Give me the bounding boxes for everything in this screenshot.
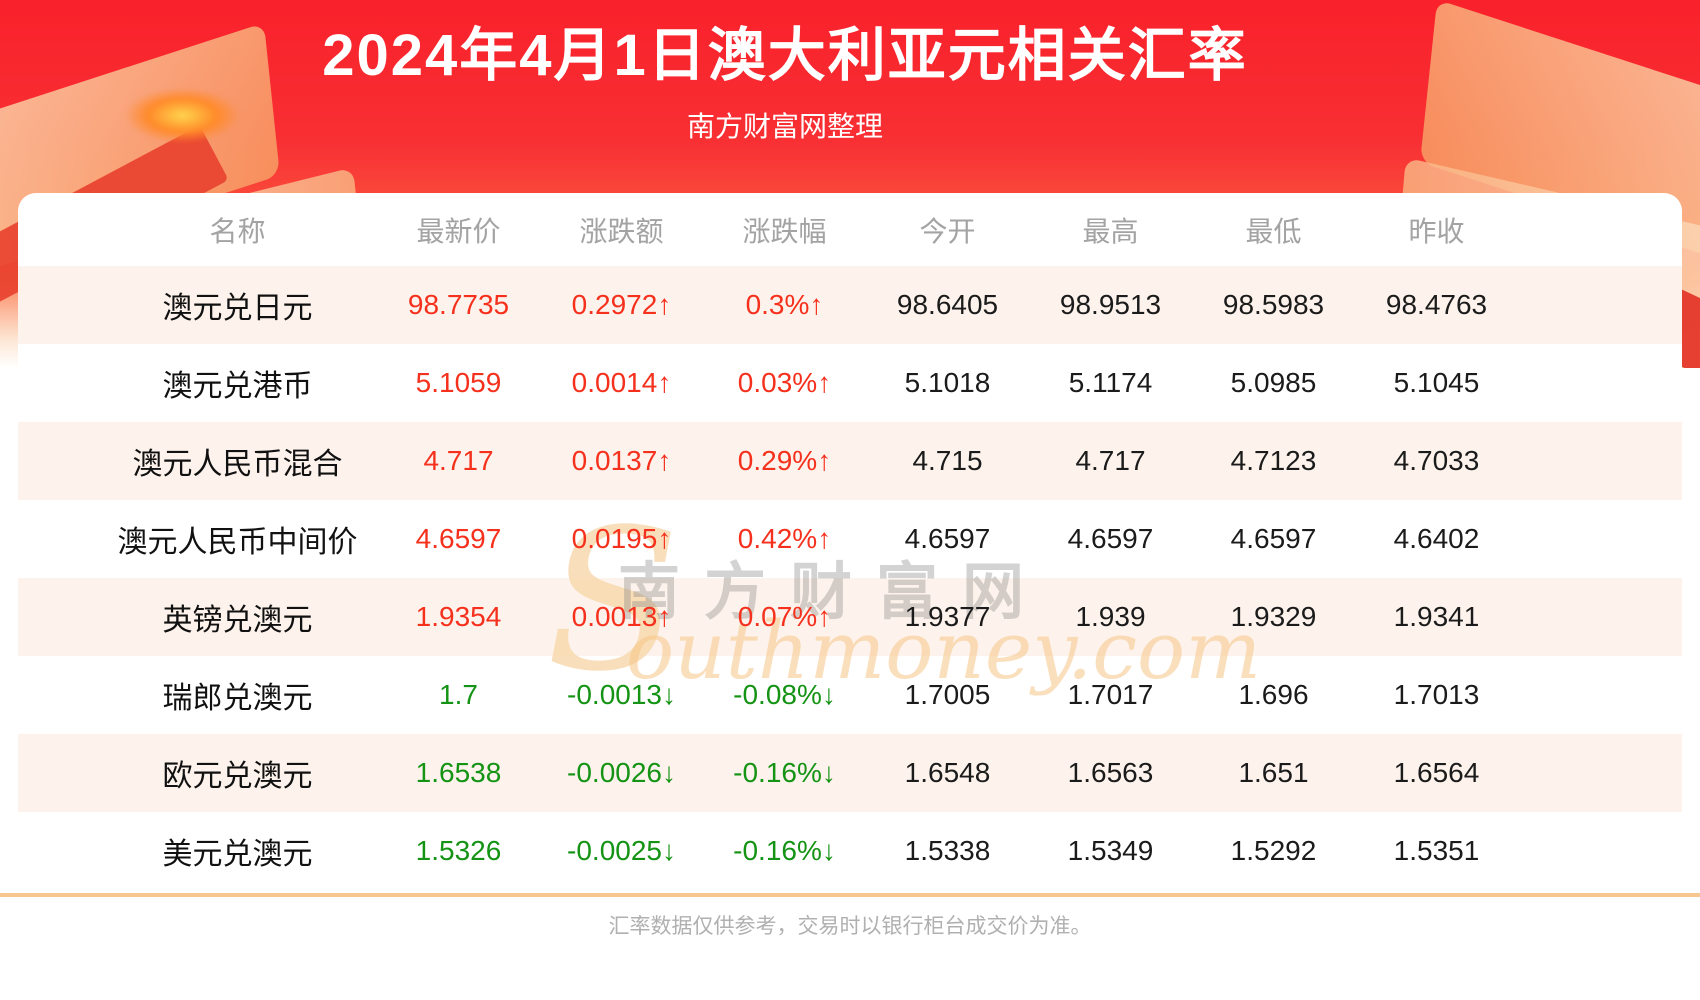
change-pct-cell: 0.3%↑ [745,289,824,320]
pair-name-cell: 澳元人民币混合 [132,448,343,481]
change-cell: 0.0137↑ [571,445,672,476]
high-cell: 1.6563 [1067,757,1154,788]
open-cell: 98.6405 [896,289,999,320]
high-cell: 1.939 [1075,601,1146,632]
prev-close-cell: 4.7033 [1393,445,1480,476]
table-row: 瑞郎兑澳元 1.7 -0.0013↓ -0.08%↓ 1.7005 1.7017… [18,656,1682,734]
low-cell: 1.5292 [1230,835,1317,866]
low-cell: 1.9329 [1230,601,1317,632]
change-cell: -0.0013↓ [567,679,676,710]
section-divider-line [0,893,1700,897]
change-cell: 0.0013↑ [571,601,672,632]
column-header-high: 最高 [1082,215,1139,247]
table-row: 澳元兑日元 98.7735 0.2972↑ 0.3%↑ 98.6405 98.9… [18,266,1682,344]
prev-close-cell: 5.1045 [1393,367,1480,398]
pair-name-cell: 美元兑澳元 [162,838,313,871]
open-cell: 4.715 [912,445,983,476]
column-header-change-percent: 涨跌幅 [742,215,827,247]
table-row: 澳元人民币混合 4.717 0.0137↑ 0.29%↑ 4.715 4.717… [18,422,1682,500]
page-subtitle: 南方财富网整理 [686,110,883,142]
change-pct-cell: 0.42%↑ [737,523,832,554]
latest-price-cell: 98.7735 [407,289,510,320]
open-cell: 1.7005 [904,679,991,710]
open-cell: 1.6548 [904,757,991,788]
change-cell: -0.0025↓ [567,835,676,866]
column-header-change: 涨跌额 [579,215,664,247]
low-cell: 4.6597 [1230,523,1317,554]
high-cell: 4.6597 [1067,523,1154,554]
open-cell: 5.1018 [904,367,991,398]
table-body: 澳元兑日元 98.7735 0.2972↑ 0.3%↑ 98.6405 98.9… [18,266,1682,890]
open-cell: 1.9377 [904,601,991,632]
pair-name-cell: 欧元兑澳元 [162,760,313,793]
change-cell: 0.0195↑ [571,523,672,554]
latest-price-cell: 1.9354 [415,601,502,632]
prev-close-cell: 1.5351 [1393,835,1480,866]
table-row: 英镑兑澳元 1.9354 0.0013↑ 0.07%↑ 1.9377 1.939… [18,578,1682,656]
page-title: 2024年4月1日澳大利亚元相关汇率 [322,23,1248,88]
change-pct-cell: -0.16%↓ [733,757,836,788]
change-cell: -0.0026↓ [567,757,676,788]
low-cell: 1.651 [1238,757,1309,788]
column-header-latest: 最新价 [416,215,501,247]
high-cell: 1.7017 [1067,679,1154,710]
latest-price-cell: 1.5326 [415,835,502,866]
latest-price-cell: 4.717 [423,445,494,476]
prev-close-cell: 1.7013 [1393,679,1480,710]
table-row: 澳元兑港币 5.1059 0.0014↑ 0.03%↑ 5.1018 5.117… [18,344,1682,422]
low-cell: 5.0985 [1230,367,1317,398]
disclaimer-text: 汇率数据仅供参考，交易时以银行柜台成交价为准。 [608,915,1092,938]
low-cell: 1.696 [1238,679,1309,710]
pair-name-cell: 英镑兑澳元 [162,604,313,637]
change-pct-cell: -0.16%↓ [733,835,836,866]
latest-price-cell: 5.1059 [415,367,502,398]
prev-close-cell: 1.9341 [1393,601,1480,632]
latest-price-cell: 4.6597 [415,523,502,554]
change-cell: 0.2972↑ [571,289,672,320]
change-pct-cell: -0.08%↓ [733,679,836,710]
open-cell: 1.5338 [904,835,991,866]
column-header-open: 今开 [919,215,976,247]
change-cell: 0.0014↑ [571,367,672,398]
change-pct-cell: 0.07%↑ [737,601,832,632]
table-header-row: 名称 最新价 涨跌额 涨跌幅 今开 最高 最低 昨收 [18,193,1682,266]
open-cell: 4.6597 [904,523,991,554]
change-pct-cell: 0.29%↑ [737,445,832,476]
pair-name-cell: 澳元兑日元 [162,292,313,325]
prev-close-cell: 4.6402 [1393,523,1480,554]
low-cell: 98.5983 [1222,289,1325,320]
table-row: 美元兑澳元 1.5326 -0.0025↓ -0.16%↓ 1.5338 1.5… [18,812,1682,890]
prev-close-cell: 98.4763 [1385,289,1488,320]
high-cell: 1.5349 [1067,835,1154,866]
table-row: 澳元人民币中间价 4.6597 0.0195↑ 0.42%↑ 4.6597 4.… [18,500,1682,578]
latest-price-cell: 1.7 [439,679,478,710]
pair-name-cell: 澳元人民币中间价 [117,526,358,559]
latest-price-cell: 1.6538 [415,757,502,788]
change-pct-cell: 0.03%↑ [737,367,832,398]
column-header-prev-close: 昨收 [1408,215,1465,247]
column-header-name: 名称 [209,215,266,247]
prev-close-cell: 1.6564 [1393,757,1480,788]
high-cell: 98.9513 [1059,289,1162,320]
pair-name-cell: 澳元兑港币 [162,370,313,403]
rates-table-card: S 南方财富网 outhmoney.com 名称 最新价 涨跌额 涨跌幅 今开 … [18,193,1682,890]
low-cell: 4.7123 [1230,445,1317,476]
high-cell: 5.1174 [1068,367,1153,398]
high-cell: 4.717 [1075,445,1146,476]
table-row: 欧元兑澳元 1.6538 -0.0026↓ -0.16%↓ 1.6548 1.6… [18,734,1682,812]
column-header-low: 最低 [1245,215,1302,247]
pair-name-cell: 瑞郎兑澳元 [162,682,313,715]
